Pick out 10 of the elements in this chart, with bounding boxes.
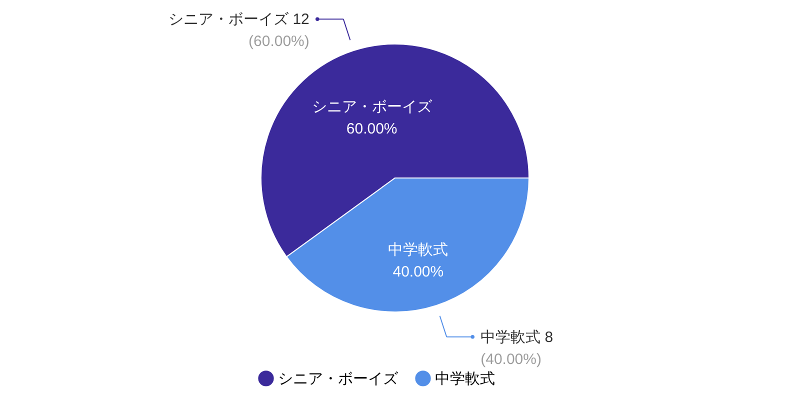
text: 40.00% xyxy=(392,263,444,280)
text: (40.00%) xyxy=(480,350,542,368)
text: 60.00% xyxy=(346,120,398,138)
slice-label: シニア・ボーイズ xyxy=(312,98,433,116)
legend-label: 中学軟式 xyxy=(435,370,495,388)
category-label: シニア・ボーイズ 12 xyxy=(168,11,310,28)
category-label: 中学軟式 8 xyxy=(480,328,554,346)
slice-label: 中学軟式 xyxy=(388,241,448,258)
text: (60.00%) xyxy=(248,33,310,50)
legend-label: シニア・ボーイズ xyxy=(278,370,399,388)
